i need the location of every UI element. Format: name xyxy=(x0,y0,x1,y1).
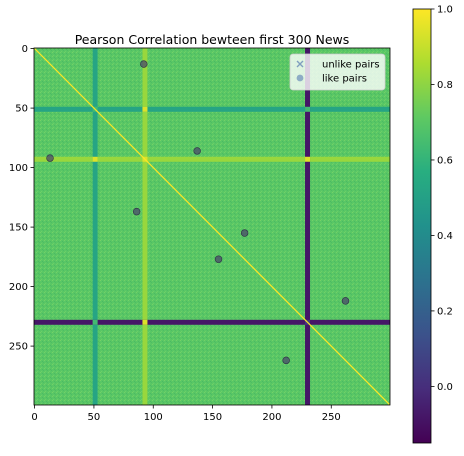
y-tick-label: 200 xyxy=(9,282,28,293)
band-row-51 xyxy=(34,106,390,112)
x-tick-label: 50 xyxy=(88,412,101,423)
x-tick-label: 150 xyxy=(203,412,222,423)
colorbar-tick-label: 0.0 xyxy=(437,382,453,393)
legend-x-marker xyxy=(296,60,304,68)
legend-circle-marker xyxy=(296,74,304,82)
band-crossing xyxy=(142,319,148,325)
band-crossing xyxy=(92,156,98,162)
like-pair-markers xyxy=(46,60,350,365)
colorbar-tick-label: 0.2 xyxy=(437,306,453,317)
like-pair-point xyxy=(282,356,290,365)
band-row-230 xyxy=(34,319,390,325)
y-tick-label: 100 xyxy=(9,163,28,174)
colorbar-tick-label: 0.4 xyxy=(437,231,453,242)
band-row-93 xyxy=(34,156,390,162)
band-column-93 xyxy=(142,48,148,405)
legend-entry: like pairs xyxy=(296,74,367,85)
legend: unlike pairs like pairs xyxy=(289,53,386,91)
y-tick-label: 150 xyxy=(9,223,28,234)
colorbar-tick-label: 0.8 xyxy=(437,80,453,91)
y-tick-label: 50 xyxy=(15,104,28,115)
plot-frame xyxy=(33,47,391,406)
legend-box xyxy=(289,53,386,91)
band-crossing xyxy=(305,156,311,162)
like-pair-point xyxy=(193,147,201,155)
band-crossing xyxy=(305,106,311,112)
x-axis: 0 50 100 150 200 250 xyxy=(31,405,341,423)
x-tick-label: 200 xyxy=(262,412,281,423)
chart-title: Pearson Correlation bewteen first 300 Ne… xyxy=(75,32,350,47)
like-pair-point xyxy=(132,207,141,216)
like-pair-point xyxy=(341,297,350,305)
band-crossing xyxy=(92,319,98,325)
colorbar: 0.0 0.2 0.4 0.6 0.8 1.0 xyxy=(412,5,453,444)
x-tick-label: 0 xyxy=(31,412,37,423)
band-column-51 xyxy=(92,48,98,405)
heatmap-bands xyxy=(34,48,390,405)
diagonal-line xyxy=(34,48,390,405)
like-pair-point xyxy=(240,229,249,237)
colorbar-tick-label: 1.0 xyxy=(437,5,453,16)
y-tick-label: 0 xyxy=(22,44,28,55)
heatmap-plot xyxy=(34,48,390,405)
band-column-230 xyxy=(305,48,311,405)
like-pair-point xyxy=(140,60,148,68)
like-pair-point xyxy=(214,255,223,263)
y-axis: 0 50 100 150 200 250 xyxy=(9,44,34,353)
legend-label: like pairs xyxy=(322,74,367,85)
band-crossing xyxy=(142,106,148,112)
x-tick-label: 250 xyxy=(322,412,341,423)
y-tick-label: 250 xyxy=(9,342,28,353)
legend-entry: unlike pairs xyxy=(296,60,380,71)
x-tick-label: 100 xyxy=(144,412,163,423)
like-pair-point xyxy=(46,154,54,162)
colorbar-tick-label: 0.6 xyxy=(437,155,453,166)
heatmap-diagonal xyxy=(34,48,390,405)
legend-label: unlike pairs xyxy=(322,60,380,71)
colorbar-gradient xyxy=(412,8,432,444)
